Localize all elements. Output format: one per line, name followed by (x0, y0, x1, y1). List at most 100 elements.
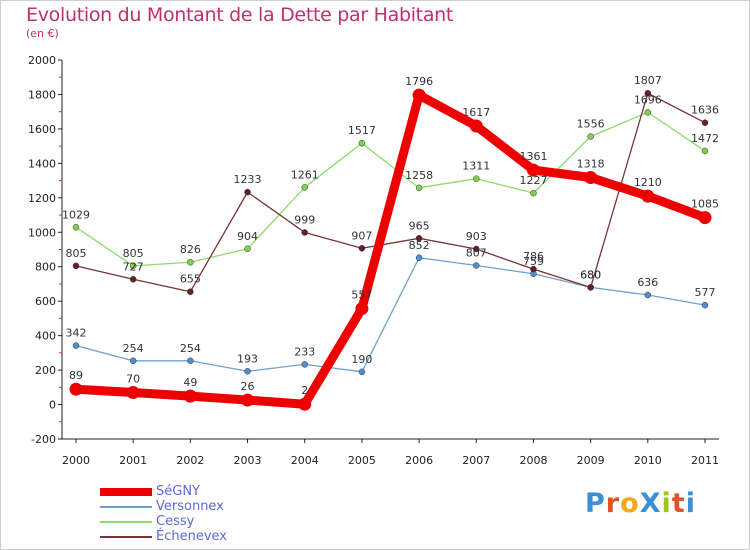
data-label: 805 (66, 247, 87, 260)
y-tick-label: -200 (31, 433, 56, 446)
data-point (587, 133, 594, 140)
y-tick-label: 800 (35, 261, 56, 274)
data-label: 759 (523, 255, 544, 268)
data-point (241, 393, 255, 407)
x-tick-label: 2009 (577, 454, 605, 467)
data-label: 1617 (462, 106, 490, 119)
data-label: 1261 (291, 168, 319, 181)
data-label: 1636 (691, 104, 719, 117)
data-point (526, 163, 540, 177)
chart-title: Evolution du Montant de la Dette par Hab… (26, 4, 454, 26)
data-label: 342 (66, 327, 87, 340)
data-point (415, 235, 423, 242)
y-tick-label: 1000 (28, 226, 56, 239)
data-point (644, 109, 652, 116)
logo-letter: i (661, 488, 672, 519)
data-label: 807 (466, 247, 487, 260)
data-point (301, 361, 308, 368)
legend-item-cessy: Cessy (100, 514, 227, 529)
chart-subtitle: (en €) (26, 27, 59, 40)
series-line-cessy (75, 111, 706, 267)
logo-letter: i (685, 488, 696, 519)
data-point (415, 184, 423, 192)
series-line-ségny (71, 90, 710, 409)
legend-label-segny: SéGNY (156, 484, 200, 499)
data-point (244, 188, 251, 196)
data-label: 680 (580, 268, 601, 281)
x-tick-label: 2010 (634, 454, 662, 467)
data-label: 1361 (519, 150, 547, 163)
data-point (698, 211, 712, 225)
data-point (187, 288, 194, 295)
data-label: 965 (409, 219, 430, 232)
data-point (72, 262, 80, 270)
logo-letter: o (620, 488, 640, 519)
data-point (701, 301, 709, 309)
data-point (301, 184, 308, 191)
logo-letter: r (605, 488, 621, 519)
data-label: 680 (580, 268, 601, 281)
data-label: 1796 (405, 75, 433, 88)
logo-letter: X (639, 488, 662, 519)
y-tick-label: 1200 (28, 192, 56, 205)
x-tick-label: 2008 (519, 454, 547, 467)
data-point (644, 89, 652, 97)
data-label: 2 (301, 384, 308, 397)
x-tick-label: 2004 (291, 454, 319, 467)
data-label: 190 (351, 353, 372, 366)
data-point (587, 284, 594, 291)
data-point (473, 245, 480, 253)
data-point (126, 385, 140, 399)
series-line-versonnex (75, 257, 706, 373)
data-point (701, 147, 709, 155)
legend-item-versonnex: Versonnex (100, 499, 227, 514)
data-label: 904 (237, 230, 258, 243)
data-point (298, 397, 312, 411)
data-label: 26 (241, 380, 255, 393)
legend-swatch-cessy (100, 520, 152, 523)
data-label: 557 (351, 289, 372, 302)
data-label: 1210 (634, 176, 662, 189)
data-label: 655 (180, 273, 201, 286)
data-label: 1807 (634, 74, 662, 87)
data-point (530, 189, 537, 197)
data-label: 636 (637, 276, 658, 289)
data-point (584, 170, 598, 184)
logo-letter: t (671, 488, 686, 519)
data-point (473, 262, 480, 269)
legend-label-echenevex: Échenevex (156, 529, 227, 544)
data-label: 727 (123, 260, 144, 273)
data-label: 1517 (348, 124, 376, 137)
y-tick-label: 1400 (28, 157, 56, 170)
data-label: 1233 (234, 173, 262, 186)
data-point (473, 175, 480, 182)
x-tick-label: 2007 (462, 454, 490, 467)
data-point (129, 357, 137, 365)
logo-letter: P (585, 488, 606, 519)
x-tick-label: 2001 (119, 454, 147, 467)
data-point (358, 245, 366, 252)
data-label: 805 (123, 247, 144, 260)
y-tick-label: 0 (49, 399, 56, 412)
data-label: 1227 (519, 174, 547, 187)
data-label: 233 (294, 345, 315, 358)
data-point (358, 139, 366, 147)
data-point (469, 119, 483, 133)
legend-swatch-segny (100, 487, 152, 496)
y-tick-label: 400 (35, 330, 56, 343)
data-label: 1085 (691, 198, 719, 211)
data-point (412, 88, 426, 102)
data-label: 903 (466, 230, 487, 243)
legend-label-versonnex: Versonnex (156, 499, 224, 514)
data-label: 786 (523, 250, 544, 263)
data-point (415, 254, 423, 262)
x-tick-label: 2005 (348, 454, 376, 467)
y-tick-label: 600 (35, 295, 56, 308)
data-label: 1258 (405, 169, 433, 182)
data-point (355, 302, 369, 316)
y-tick-label: 1800 (28, 88, 56, 101)
y-tick-label: 200 (35, 364, 56, 377)
data-label: 70 (126, 372, 140, 385)
data-label: 907 (351, 229, 372, 242)
